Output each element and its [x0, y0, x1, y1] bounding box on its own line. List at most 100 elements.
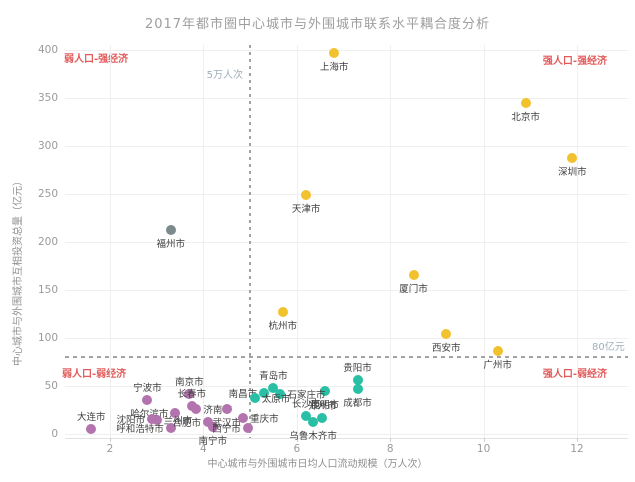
- quadrant-label-top-right: 强人口-强经济: [542, 56, 607, 67]
- h-gridline: [65, 50, 628, 51]
- data-point: [170, 407, 181, 418]
- data-point: [308, 417, 319, 428]
- data-point: [492, 346, 503, 357]
- x-tick-mark: [577, 438, 578, 442]
- data-point-label: 昆明市: [310, 399, 340, 411]
- horizontal-reference-line-label: 80亿元: [592, 342, 625, 353]
- data-point-label: 重庆市: [250, 413, 279, 425]
- data-point: [86, 424, 97, 435]
- h-gridline: [65, 434, 628, 435]
- v-gridline: [577, 45, 578, 438]
- data-point: [238, 412, 249, 423]
- h-gridline: [65, 242, 628, 243]
- x-tick-label: 12: [570, 443, 584, 455]
- data-point: [275, 388, 286, 399]
- data-point-label: 长沙市: [291, 398, 321, 410]
- data-point-label: 西宁市: [212, 424, 241, 436]
- v-gridline: [390, 45, 392, 438]
- data-point: [249, 393, 260, 404]
- chart-title: 2017年都市圈中心城市与外围城市联系水平耦合度分析: [144, 17, 491, 32]
- v-gridline: [296, 45, 298, 438]
- x-tick-mark: [110, 438, 111, 442]
- x-tick-mark: [203, 438, 205, 442]
- data-point-label: 西安市: [431, 343, 461, 355]
- h-gridline: [65, 338, 628, 339]
- data-point: [268, 382, 279, 393]
- v-gridline: [110, 45, 111, 438]
- data-point: [352, 375, 363, 386]
- data-point-label: 广州市: [483, 360, 512, 372]
- y-tick-label: 200: [37, 236, 58, 248]
- h-gridline: [65, 290, 628, 291]
- x-tick-mark: [390, 438, 392, 442]
- data-point-label: 青岛市: [259, 370, 288, 382]
- data-point-label: 福州市: [156, 239, 185, 251]
- h-gridline: [65, 98, 628, 99]
- x-tick-label: 8: [386, 443, 394, 455]
- y-tick-label: 250: [37, 188, 58, 200]
- v-gridline: [203, 45, 205, 438]
- h-gridline: [65, 194, 628, 195]
- data-point: [142, 395, 153, 406]
- data-point: [441, 329, 452, 340]
- data-point: [352, 383, 363, 394]
- quadrant-label-top-left: 弱人口-强经济: [64, 54, 129, 65]
- data-point-label: 上海市: [319, 61, 349, 73]
- data-point-label: 呼和浩特市: [116, 424, 164, 436]
- data-point: [317, 412, 328, 423]
- data-point-label: 厦门市: [399, 283, 428, 295]
- data-point-label: 太原市: [261, 394, 291, 406]
- data-point-label: 合肥市: [172, 417, 202, 429]
- data-point-label: 北京市: [511, 111, 540, 123]
- data-point-label: 贵阳市: [343, 363, 372, 375]
- quadrant-label-bottom-right: 强人口-弱经济: [542, 369, 607, 380]
- x-axis-title: 中心城市与外围城市日均人口流动规模（万人次）: [207, 459, 428, 470]
- data-point: [242, 423, 253, 434]
- y-tick-label: 50: [44, 380, 58, 392]
- x-tick-label: 6: [293, 443, 301, 455]
- data-point-label: 沈阳市: [116, 414, 146, 426]
- y-tick-label: 150: [37, 284, 58, 296]
- data-point: [165, 423, 176, 434]
- data-point: [151, 414, 162, 425]
- data-point-label: 南宁市: [198, 436, 227, 448]
- data-point-label: 成都市: [343, 397, 372, 409]
- data-point: [221, 404, 232, 415]
- data-point-label: 长春市: [177, 389, 206, 401]
- x-tick-label: 10: [476, 443, 491, 455]
- y-tick-label: 350: [37, 92, 58, 104]
- y-tick-label: 100: [37, 332, 58, 344]
- data-point: [408, 269, 419, 280]
- data-point-label: 宁波市: [133, 383, 162, 395]
- data-point: [259, 387, 270, 398]
- data-point: [277, 307, 288, 318]
- data-point-label: 济南市: [203, 405, 232, 417]
- data-point-label: 乌鲁木齐市: [289, 431, 337, 443]
- data-point: [184, 388, 195, 399]
- data-point-label: 南昌市: [228, 388, 258, 400]
- data-point: [301, 189, 312, 200]
- x-tick-label: 2: [106, 443, 114, 455]
- data-point-label: 石家庄市: [287, 389, 326, 401]
- y-tick-label: 300: [37, 140, 58, 152]
- data-point-label: 大连市: [77, 412, 106, 424]
- data-point-label: 南京市: [175, 376, 204, 388]
- vertical-reference-line: [249, 45, 252, 438]
- data-point: [329, 47, 340, 58]
- data-point-label: 兰州市: [163, 415, 193, 427]
- y-tick-label: 400: [37, 44, 58, 56]
- data-point: [191, 404, 202, 415]
- y-tick-label: 0: [51, 428, 58, 440]
- h-gridline: [65, 146, 628, 147]
- data-point-label: 杭州市: [268, 321, 298, 333]
- vertical-reference-line-label: 5万人次: [206, 70, 243, 81]
- v-gridline: [483, 45, 485, 438]
- data-point: [319, 385, 330, 396]
- data-point-label: 郑州市: [308, 400, 337, 412]
- x-tick-mark: [483, 438, 485, 442]
- data-point: [165, 225, 176, 236]
- data-point: [301, 410, 312, 421]
- x-axis-line: [65, 438, 628, 439]
- x-tick-mark: [296, 438, 298, 442]
